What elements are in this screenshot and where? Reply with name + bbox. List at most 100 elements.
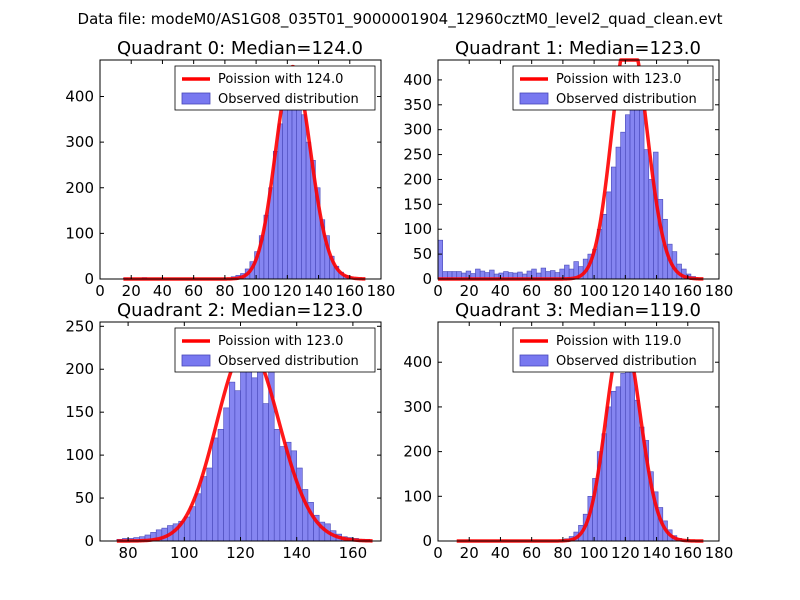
quadrant-3-xtick-label-0: 0: [433, 544, 443, 562]
quadrant-0-xtick-label-7: 140: [304, 282, 333, 300]
quadrant-2-ytick-label-2: 100: [65, 446, 94, 464]
quadrant-2-xtick-label-0: 80: [119, 544, 138, 562]
quadrant-1-ytick-label-0: 0: [422, 270, 432, 288]
quadrant-2-xtick-label-4: 160: [339, 544, 368, 562]
quadrant-1-ytick-label-1: 50: [413, 245, 432, 263]
quadrant-1-xtick-label-4: 80: [553, 282, 572, 300]
quadrant-2-panel: 80 100 120 140 160 0 50 100 150 200 250 Quadrant 2…: [65, 300, 382, 562]
quadrant-3-bar-12: [620, 373, 626, 542]
quadrant-2-bar-13: [189, 506, 196, 542]
quadrant-0-xtick-label-5: 100: [242, 282, 271, 300]
quadrant-1-axes-border: [437, 59, 720, 280]
quadrant-0-bar-15: [291, 98, 297, 280]
quadrant-2-legend: Poission with 123.0 Observed distribution: [174, 327, 376, 373]
quadrant-3-bar-15: [634, 399, 640, 542]
quadrant-1-xtick-label-3: 60: [522, 282, 541, 300]
quadrant-1-bar-40: [625, 114, 631, 280]
quadrant-1-bar-37: [610, 166, 617, 280]
quadrant-1-legend: Poission with 123.0 Observed distribution: [512, 65, 714, 111]
quadrant-0-bar-12: [277, 123, 283, 280]
quadrant-2-ytick-label-0: 0: [84, 532, 94, 550]
quadrant-2-ytick-label-1: 50: [75, 489, 94, 507]
quadrant-2-bar-17: [212, 437, 219, 542]
quadrant-3-xtick-label-1: 20: [460, 544, 479, 562]
quadrant-2-legend-label-poisson: Poission with 123.0: [218, 334, 343, 349]
quadrant-2-bar-28: [273, 429, 281, 542]
quadrant-1-ytick-label-6: 300: [403, 121, 432, 139]
quadrant-2-bar-29: [279, 446, 286, 542]
quadrant-3-bar-11: [615, 386, 621, 542]
quadrant-3-legend-label-poisson: Poission with 119.0: [556, 334, 681, 349]
quadrant-1-bar-38: [615, 146, 621, 280]
quadrant-1-ytick-label-3: 150: [403, 195, 432, 213]
quadrant-2-bar-18: [217, 429, 224, 542]
quadrant-3-xtick-label-5: 100: [580, 544, 609, 562]
quadrant-1-bar-44: [643, 149, 650, 280]
quadrant-3-bar-14: [629, 368, 635, 542]
quadrant-2-bars: [116, 330, 371, 542]
quadrant-2-xtick-label-1: 100: [170, 544, 199, 562]
quadrant-2-ytick-label-4: 200: [65, 360, 94, 378]
quadrant-1-xtick-label-7: 140: [642, 282, 671, 300]
quadrant-0-bar-17: [301, 114, 307, 280]
quadrant-1-xtick-label-5: 100: [580, 282, 609, 300]
quadrant-3-xtick-label-9: 180: [705, 544, 734, 562]
quadrant-2-bar-20: [228, 381, 236, 542]
quadrant-2-bar-24: [251, 377, 258, 542]
quadrant-0-xtick-label-8: 160: [335, 282, 364, 300]
quadrant-0-legend-label-observed: Observed distribution: [218, 92, 359, 107]
quadrant-2-xtick-label-3: 140: [282, 544, 311, 562]
quadrant-0-bar-13: [282, 96, 288, 280]
quadrant-3-ytick-label-4: 400: [403, 353, 432, 371]
quadrant-0-title: Quadrant 0: Median=124.0: [117, 38, 363, 59]
quadrant-2-ytick-label-5: 250: [65, 317, 94, 335]
quadrant-0-xtick-label-0: 0: [95, 282, 105, 300]
quadrant-2-bar-21: [234, 390, 241, 542]
quadrant-0-xtick-label-9: 180: [367, 282, 396, 300]
quadrant-3-ytick-label-1: 100: [403, 487, 432, 505]
quadrant-2-bar-19: [223, 407, 230, 542]
quadrant-3-xtick-label-7: 140: [642, 544, 671, 562]
quadrant-2-legend-label-observed: Observed distribution: [218, 354, 359, 369]
quadrant-1-bar-45: [648, 179, 654, 280]
quadrant-3-xtick-label-3: 60: [522, 544, 541, 562]
quadrant-3-bar-10: [610, 390, 617, 542]
quadrant-1-xtick-label-6: 120: [611, 282, 640, 300]
quadrant-1-bar-27: [564, 264, 570, 280]
quadrant-0-ytick-label-3: 300: [65, 133, 94, 151]
quadrant-0-xtick-label-1: 20: [122, 282, 141, 300]
quadrant-3-axes-border: [437, 321, 720, 542]
quadrant-1-legend-bar-swatch: [519, 92, 549, 105]
quadrant-0-bar-16: [296, 87, 302, 280]
quadrant-0-ytick-label-4: 400: [65, 88, 94, 106]
quadrant-3-legend-bar-swatch: [519, 354, 549, 367]
quadrant-2-xtick-label-2: 120: [226, 544, 255, 562]
quadrant-0-bar-18: [305, 141, 312, 280]
quadrant-1-legend-label-poisson: Poission with 123.0: [556, 72, 681, 87]
quadrant-1-title: Quadrant 1: Median=123.0: [455, 38, 701, 59]
quadrant-0-ytick-label-0: 0: [84, 270, 94, 288]
quadrant-3-ytick-label-2: 200: [403, 443, 432, 461]
quadrant-2-bar-25: [257, 351, 264, 542]
quadrant-1-xtick-label-9: 180: [705, 282, 734, 300]
quadrant-3-ytick-label-3: 300: [403, 398, 432, 416]
quadrant-2-bar-14: [195, 493, 202, 542]
quadrant-1-bar-36: [606, 191, 612, 280]
quadrant-2-ytick-label-3: 150: [65, 403, 94, 421]
quadrant-2-legend-bar-swatch: [181, 354, 211, 367]
quadrant-2-bar-22: [240, 364, 247, 542]
quadrant-3-ytick-label-0: 0: [422, 532, 432, 550]
quadrant-0-xtick-label-3: 60: [184, 282, 203, 300]
quadrant-2-title: Quadrant 2: Median=123.0: [117, 300, 363, 321]
quadrant-1-bar-43: [639, 94, 645, 280]
quadrant-3-xtick-label-6: 120: [611, 544, 640, 562]
quadrant-0-legend-label-poisson: Poission with 124.0: [218, 72, 343, 87]
quadrant-2-bar-26: [262, 403, 269, 542]
quadrant-2-bar-16: [206, 467, 213, 542]
quadrant-1-ytick-label-4: 200: [403, 170, 432, 188]
quadrant-0-legend: Poission with 124.0 Observed distribution: [174, 65, 376, 111]
quadrant-1-ytick-label-2: 100: [403, 220, 432, 238]
